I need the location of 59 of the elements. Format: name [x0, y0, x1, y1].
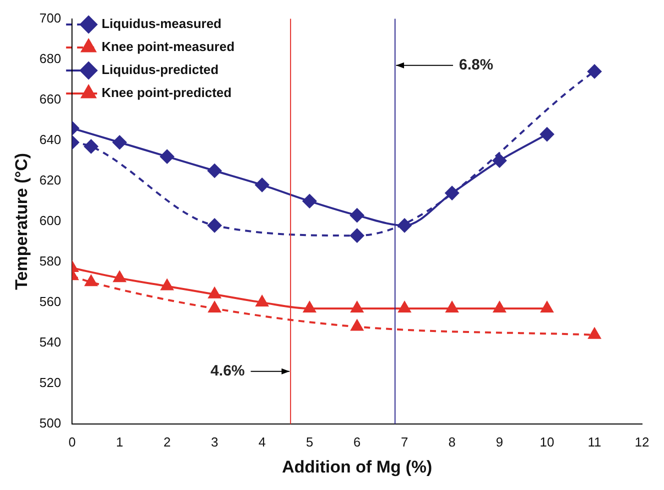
y-axis-title: Temperature (°C): [12, 152, 31, 290]
legend-label: Liquidus-predicted: [102, 62, 219, 78]
point: [398, 218, 412, 232]
x-tick-label: 11: [588, 434, 602, 450]
y-tick-label: 700: [39, 10, 62, 26]
ref-line-label: 6.8%: [459, 56, 494, 74]
y-tick-label: 600: [39, 212, 62, 228]
y-tick-label: 660: [39, 91, 62, 106]
point: [160, 279, 174, 290]
y-tick-label: 680: [39, 50, 62, 66]
point: [588, 328, 601, 339]
point: [588, 64, 602, 78]
x-tick-label: 1: [116, 434, 124, 450]
point: [446, 302, 458, 313]
legend-label: Knee point-measured: [102, 39, 235, 54]
x-tick-label: 9: [496, 434, 504, 450]
point: [350, 302, 364, 313]
y-tick-label: 520: [39, 375, 62, 390]
point: [112, 135, 127, 150]
x-tick-label: 8: [448, 434, 456, 450]
ref-line-label: 4.6%: [210, 362, 245, 380]
x-axis-title: Addition of Mg (%): [282, 457, 432, 476]
point: [492, 154, 507, 168]
y-tick-label: 540: [39, 334, 62, 350]
x-tick-label: 4: [258, 434, 266, 450]
point: [208, 164, 222, 178]
point: [208, 287, 221, 298]
legend-label: Knee point-predicted: [102, 85, 232, 100]
y-tick-label: 640: [39, 132, 62, 147]
y-tick-label: 620: [39, 172, 62, 188]
point: [350, 208, 364, 222]
x-tick-label: 5: [306, 434, 314, 450]
x-tick-label: 6: [353, 434, 361, 450]
point: [160, 150, 174, 164]
x-tick-label: 3: [210, 434, 218, 450]
point: [84, 275, 98, 286]
point: [540, 302, 554, 313]
y-tick-label: 500: [39, 416, 62, 431]
y-tick-label: 580: [39, 254, 62, 268]
point: [113, 271, 126, 282]
x-tick-label: 2: [163, 434, 171, 450]
point: [255, 178, 270, 192]
x-tick-label: 7: [400, 434, 408, 450]
point: [350, 228, 364, 243]
y-tick-label: 560: [39, 294, 62, 310]
point: [208, 302, 221, 313]
point: [398, 302, 411, 313]
point: [208, 218, 222, 232]
x-tick-label: 10: [540, 434, 554, 450]
point: [493, 302, 506, 313]
point: [540, 127, 554, 142]
x-tick-label: 12: [634, 434, 650, 450]
x-tick-label: 0: [68, 434, 76, 450]
point: [302, 194, 317, 208]
legend-label: Liquidus-measured: [102, 16, 222, 32]
point: [256, 295, 268, 306]
point: [350, 320, 364, 331]
point: [303, 302, 316, 313]
point: [84, 139, 98, 154]
